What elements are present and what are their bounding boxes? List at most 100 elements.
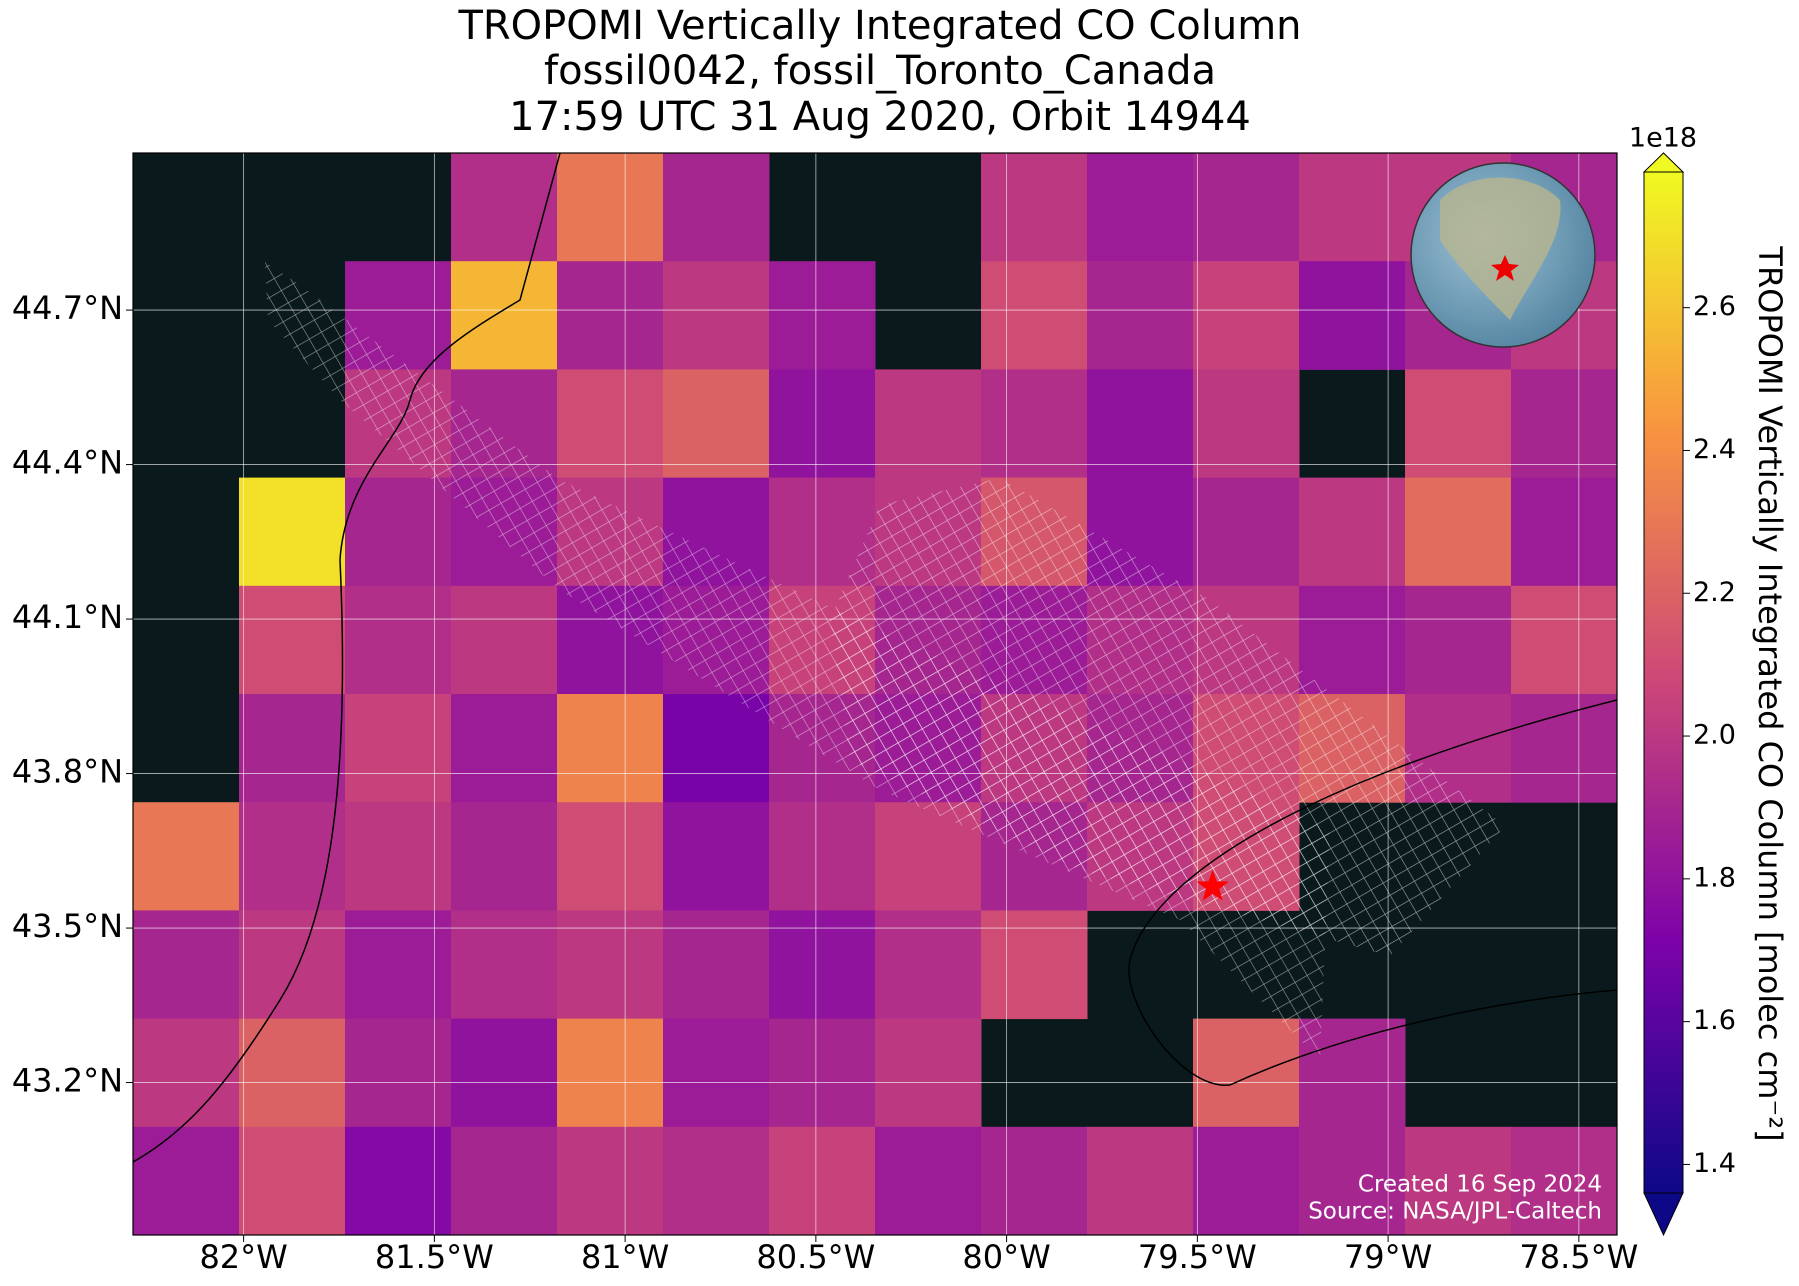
data-cell <box>1299 477 1406 587</box>
data-cell <box>557 261 664 370</box>
data-cell <box>981 153 1088 262</box>
colorbar-tick-label: 2.0 <box>1693 720 1736 751</box>
data-cell <box>769 369 876 479</box>
colorbar-frame <box>1643 171 1684 1194</box>
data-cell <box>133 910 240 1020</box>
data-cell <box>1511 694 1617 803</box>
y-tick-label: 44.1°N <box>12 598 123 636</box>
x-tick-label: 80°W <box>962 1238 1050 1276</box>
data-cell <box>1193 369 1300 479</box>
data-cell <box>557 369 664 479</box>
data-cell <box>239 694 346 803</box>
data-cell <box>451 1126 558 1235</box>
data-cell <box>663 802 770 911</box>
data-cell <box>345 694 452 803</box>
data-cell <box>981 1126 1088 1235</box>
data-cell <box>133 802 240 911</box>
data-cell <box>557 910 664 1020</box>
data-cell <box>345 802 452 911</box>
data-cell <box>663 910 770 1020</box>
footer-text: Source: NASA/JPL-Caltech <box>1308 1199 1602 1225</box>
data-cell <box>875 1018 982 1128</box>
data-cell <box>981 369 1088 479</box>
colorbar-tick-label: 1.4 <box>1693 1148 1736 1179</box>
data-cell <box>1299 153 1406 262</box>
data-cell <box>345 910 452 1020</box>
data-cell <box>981 261 1088 370</box>
x-tick-label: 81°W <box>581 1238 669 1276</box>
data-cell <box>557 802 664 911</box>
data-cell <box>663 694 770 803</box>
data-cell <box>1087 1126 1194 1235</box>
data-cell <box>239 802 346 911</box>
data-cell <box>557 694 664 803</box>
data-cell <box>451 153 558 262</box>
data-cell <box>1193 477 1300 587</box>
data-cell <box>981 910 1088 1020</box>
data-cell <box>239 585 346 695</box>
x-tick-label: 79.5°W <box>1138 1238 1257 1276</box>
data-cell <box>1193 153 1300 262</box>
inset-globe <box>1410 162 1596 348</box>
footprint-overlay <box>830 478 1505 956</box>
data-cell <box>239 1018 346 1128</box>
y-tick-label: 43.2°N <box>12 1062 123 1100</box>
data-cell <box>345 1018 452 1128</box>
data-cell <box>451 1018 558 1128</box>
y-tick-label: 44.7°N <box>12 289 123 327</box>
data-cell <box>345 1126 452 1235</box>
title-line: fossil0042, fossil_Toronto_Canada <box>544 48 1216 94</box>
footer-text: Created 16 Sep 2024 <box>1358 1172 1602 1198</box>
colorbar-extend-bottom <box>1643 1192 1684 1237</box>
colorbar-body <box>1644 172 1683 1193</box>
globe-site-marker <box>1491 255 1519 281</box>
data-cell <box>239 910 346 1020</box>
colorbar-tick-label: 2.6 <box>1693 291 1736 322</box>
data-cell <box>769 261 876 370</box>
y-tick-label: 43.8°N <box>12 753 123 791</box>
x-tick-label: 80.5°W <box>756 1238 875 1276</box>
data-cell <box>451 694 558 803</box>
colorbar-tick-label: 2.2 <box>1693 577 1736 608</box>
data-cell <box>1193 1126 1300 1235</box>
colorbar-tick-label: 1.6 <box>1693 1005 1736 1036</box>
data-cell <box>451 910 558 1020</box>
continent <box>1440 177 1561 320</box>
data-cell <box>875 1126 982 1235</box>
data-cell <box>239 477 346 587</box>
data-cell <box>133 1126 240 1235</box>
y-tick-label: 43.5°N <box>12 907 123 945</box>
title-block: TROPOMI Vertically Integrated CO Column … <box>457 3 1301 140</box>
coastline <box>1128 699 1617 1086</box>
title-line: 17:59 UTC 31 Aug 2020, Orbit 14944 <box>509 94 1251 140</box>
data-cell <box>133 1018 240 1128</box>
data-cell <box>663 153 770 262</box>
map-area <box>133 153 1617 1235</box>
data-cell <box>663 261 770 370</box>
data-cell <box>663 1126 770 1235</box>
map-frame <box>132 152 1618 1236</box>
data-cell <box>451 802 558 911</box>
data-cell <box>1511 477 1617 587</box>
colorbar: 1e18 TROPOMI Vertically Integrated CO Co… <box>1629 123 1789 1237</box>
x-tick-label: 82°W <box>199 1238 287 1276</box>
x-tick-label: 79°W <box>1344 1238 1432 1276</box>
data-cell <box>1405 477 1512 587</box>
data-cell <box>1511 1126 1617 1235</box>
colorbar-extend-top <box>1642 152 1685 173</box>
x-tick-label: 81.5°W <box>375 1238 494 1276</box>
data-cell <box>451 261 558 370</box>
data-cell <box>875 910 982 1020</box>
data-cell <box>1087 153 1194 262</box>
data-cell <box>769 910 876 1020</box>
data-cell <box>1511 369 1617 479</box>
data-cell <box>769 1018 876 1128</box>
data-cell <box>1087 261 1194 370</box>
colorbar-offset: 1e18 <box>1629 123 1697 154</box>
data-cell <box>557 153 664 262</box>
site-marker <box>1196 869 1229 901</box>
data-cell <box>769 1126 876 1235</box>
axes: 82°W 81.5°W 81°W 80.5°W 80°W 79.5°W 79°W 78.5°W… <box>12 289 1638 1276</box>
